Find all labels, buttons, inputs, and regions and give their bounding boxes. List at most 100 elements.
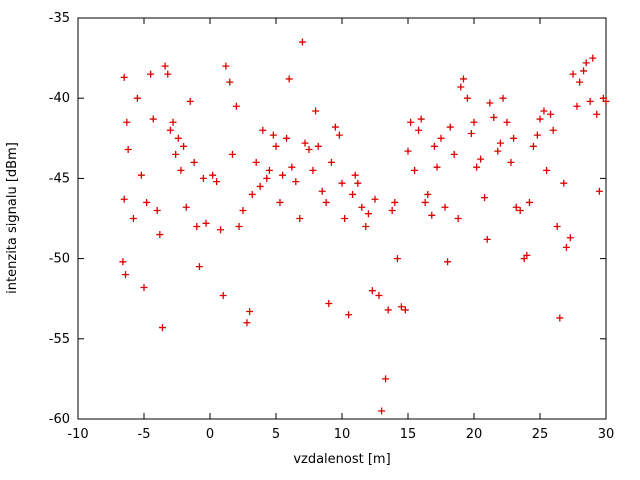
scatter-point-marker <box>499 94 507 102</box>
scatter-point-marker <box>296 215 304 222</box>
scatter-point-marker <box>177 166 185 174</box>
scatter-point-marker <box>362 223 370 231</box>
scatter-point-marker <box>595 187 603 195</box>
scatter-point-marker <box>540 107 548 115</box>
scatter-point-marker <box>219 291 227 299</box>
scatter-point-marker <box>248 190 256 198</box>
scatter-point-marker <box>512 203 520 211</box>
scatter-point-marker <box>450 150 458 158</box>
scatter-point-marker <box>529 142 537 150</box>
scatter-point-marker <box>133 94 141 102</box>
scatter-point-marker <box>235 223 243 231</box>
scatter-point-marker <box>401 306 409 314</box>
scatter-point-marker <box>428 211 436 219</box>
scatter-point-marker <box>354 179 362 187</box>
scatter-point-marker <box>169 118 177 126</box>
scatter-point-marker <box>285 75 293 83</box>
scatter-point-marker <box>467 129 475 137</box>
scatter-point-marker <box>459 75 467 83</box>
scatter-point-marker <box>276 198 284 206</box>
scatter-point-marker <box>232 102 240 110</box>
scatter-point-marker <box>156 231 164 239</box>
scatter-point-marker <box>161 62 169 70</box>
scatter-point-marker <box>446 123 454 131</box>
scatter-point-marker <box>331 123 339 131</box>
scatter-point-marker <box>573 102 581 110</box>
scatter-point-marker <box>180 142 188 150</box>
scatter-point-marker <box>217 226 225 234</box>
scatter-point-marker <box>444 258 452 266</box>
scatter-point-marker <box>411 166 419 174</box>
scatter-point-marker <box>556 314 564 322</box>
scatter-point-marker <box>384 306 392 314</box>
scatter-point-marker <box>199 174 207 182</box>
scatter-point-marker <box>494 147 502 155</box>
scatter-point-marker <box>186 97 194 105</box>
scatter-point-marker <box>143 198 151 206</box>
scatter-point-marker <box>473 163 481 171</box>
scatter-point-marker <box>140 283 148 291</box>
scatter-point-marker <box>279 171 287 179</box>
scatter-point-marker <box>602 97 610 105</box>
scatter-point-marker <box>288 163 296 171</box>
scatter-point-marker <box>158 324 166 332</box>
scatter-point-marker <box>298 38 306 46</box>
scatter-point-marker <box>397 303 405 311</box>
scatter-point-marker <box>325 300 333 308</box>
scatter-point-marker <box>195 263 203 271</box>
scatter-point-marker <box>477 155 485 163</box>
scatter-point-marker <box>510 134 518 142</box>
x-tick-label: 30 <box>598 427 615 442</box>
scatter-point-marker <box>305 146 313 154</box>
scatter-point-marker <box>516 206 524 214</box>
scatter-point-marker <box>562 243 570 251</box>
scatter-point-marker <box>547 110 555 118</box>
scatter-point-marker <box>269 131 277 139</box>
scatter-point-marker <box>222 62 230 70</box>
scatter-point-marker <box>496 139 504 147</box>
scatter-point-marker <box>123 118 131 126</box>
scatter-point-marker <box>569 70 577 78</box>
scatter-point-marker <box>153 206 161 214</box>
scatter-point-marker <box>166 126 174 134</box>
scatter-point-marker <box>252 158 260 166</box>
scatter-point-marker <box>503 118 511 126</box>
scatter-point-marker <box>190 158 198 166</box>
scatter-point-marker <box>335 131 343 139</box>
scatter-point-marker <box>246 308 254 316</box>
x-tick-label: 15 <box>400 427 417 442</box>
y-tick-label: -45 <box>49 171 70 186</box>
scatter-point-marker <box>119 258 127 266</box>
scatter-point-marker <box>523 251 531 259</box>
scatter-point-marker <box>263 174 271 182</box>
scatter-point-marker <box>213 178 221 186</box>
x-tick-label: 10 <box>334 427 351 442</box>
scatter-point-marker <box>486 99 494 107</box>
scatter-point-marker <box>358 203 366 211</box>
scatter-point-marker <box>283 134 291 142</box>
scatter-point-marker <box>318 187 326 195</box>
scatter-point-marker <box>202 219 210 227</box>
scatter-point-marker <box>341 215 349 222</box>
scatter-point-marker <box>338 179 346 187</box>
scatter-point-marker <box>193 223 201 231</box>
scatter-point-marker <box>265 166 273 174</box>
scatter-point-marker <box>174 134 182 142</box>
scatter-point-marker <box>593 110 601 118</box>
scatter-point-marker <box>536 115 544 123</box>
y-tick-label: -35 <box>49 11 70 26</box>
scatter-point-marker <box>543 166 551 174</box>
x-tick-label: -10 <box>67 427 88 442</box>
scatter-point-marker <box>382 375 390 383</box>
scatter-point-marker <box>430 142 438 150</box>
scatter-point-marker <box>470 118 478 126</box>
scatter-point-marker <box>368 287 376 295</box>
y-tick-label: -40 <box>49 91 70 106</box>
scatter-point-marker <box>312 107 320 115</box>
scatter-point-marker <box>560 179 568 187</box>
scatter-point-marker <box>586 97 594 105</box>
scatter-point-marker <box>391 198 399 206</box>
scatter-point-marker <box>259 126 267 134</box>
scatter-point-marker <box>122 271 130 279</box>
scatter-point-marker <box>256 182 264 190</box>
